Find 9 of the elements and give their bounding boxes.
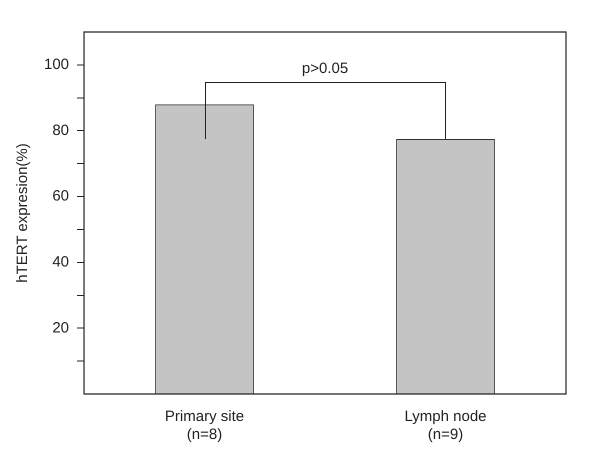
annotation: p>0.05	[302, 60, 348, 78]
x-tick-label: Lymph node (n=9)	[404, 408, 487, 444]
y-tick-label: 100	[44, 56, 70, 74]
y-tick-label: 80	[52, 122, 70, 139]
x-tick-label: Primary site (n=8)	[164, 408, 244, 444]
y-tick-label: 40	[52, 254, 70, 271]
y-axis-title: hTERT expresion(%)	[14, 143, 32, 283]
y-tick-label: 60	[52, 188, 70, 205]
y-tick-label: 20	[52, 319, 70, 336]
